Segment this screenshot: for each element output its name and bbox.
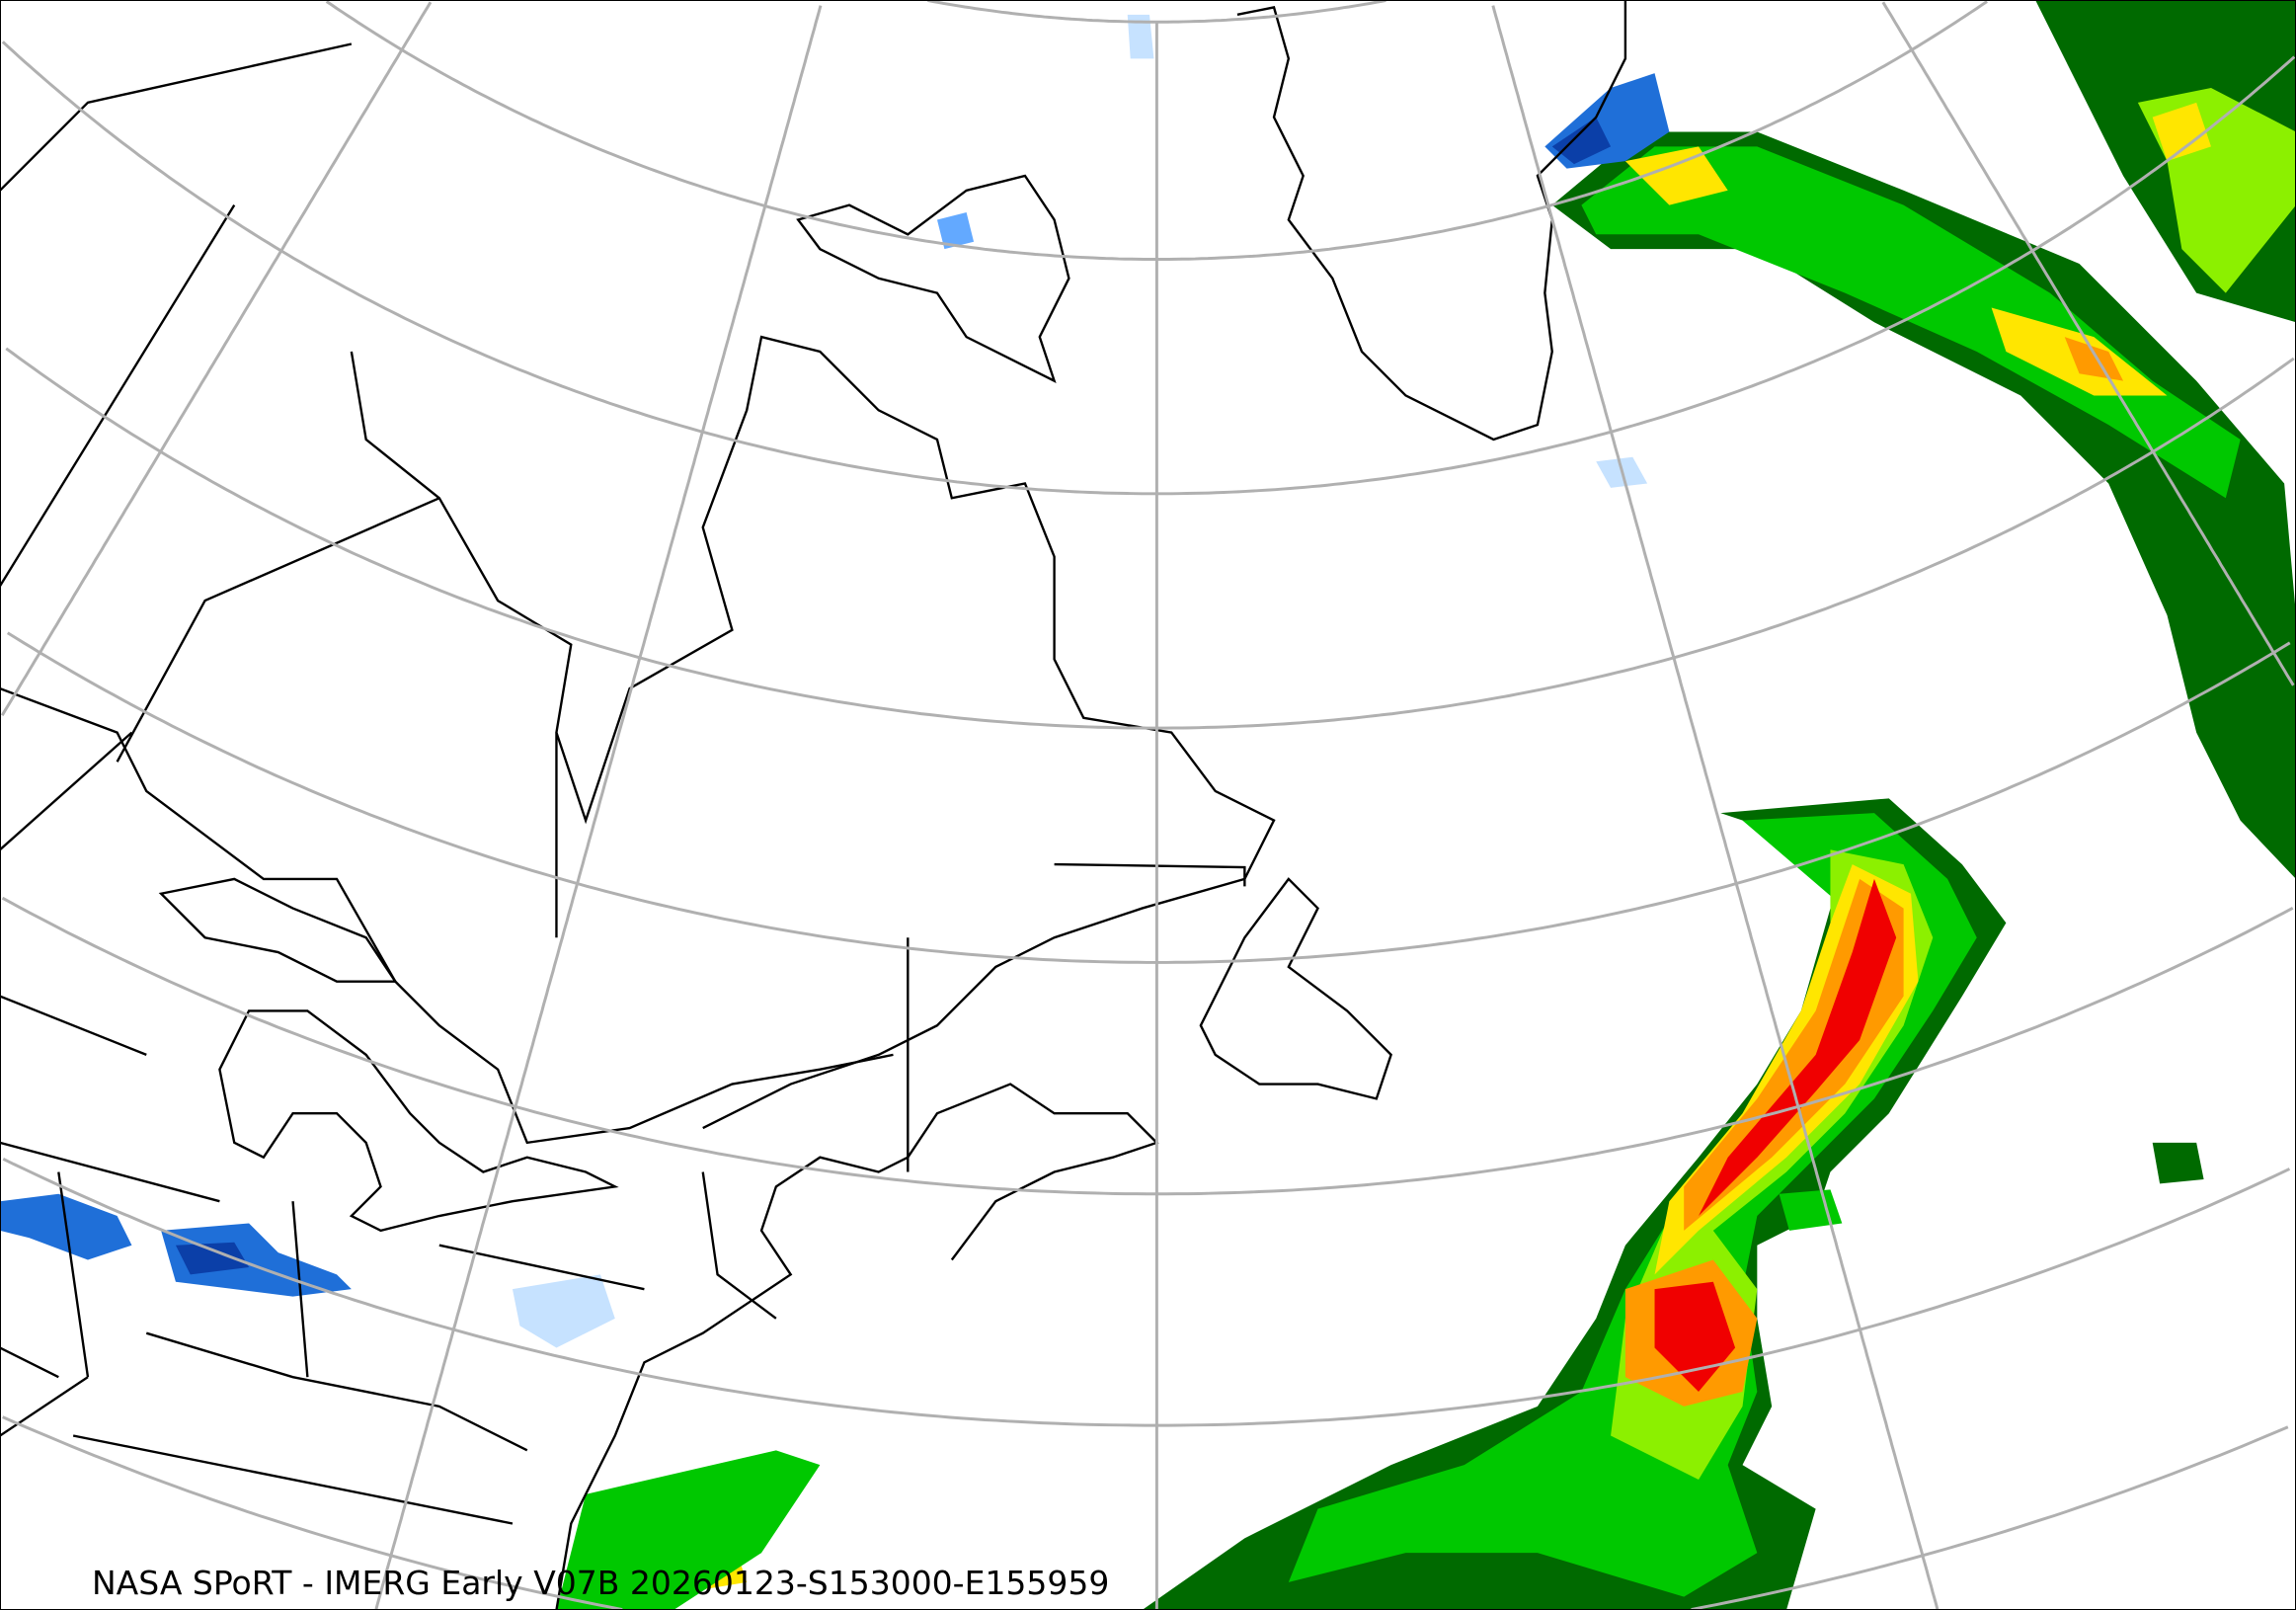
latitude-line <box>1 896 2294 1196</box>
border-canada-us <box>0 686 894 1145</box>
longitude-line <box>374 5 823 1610</box>
greenland-coast <box>1236 0 1627 442</box>
precip-area <box>1551 131 2296 879</box>
great-lakes-coast <box>218 1009 619 1233</box>
precip-area <box>2152 1142 2204 1184</box>
precip-area <box>1581 146 2241 499</box>
province-borders <box>0 42 910 1525</box>
precip-area <box>1779 1189 1843 1231</box>
latitude-line <box>2 1158 2291 1427</box>
precip-area <box>936 212 975 250</box>
latitude-line <box>1 40 2296 496</box>
maritimes-coast <box>555 1083 1159 1610</box>
longitude-line <box>0 1 433 716</box>
precip-area <box>2064 337 2124 381</box>
precip-area <box>175 1242 250 1275</box>
latitude-line <box>927 0 1386 24</box>
precip-area <box>1127 14 1154 59</box>
latitude-line <box>1691 1425 2289 1610</box>
precip-area <box>1699 878 1897 1217</box>
latitude-line <box>6 631 2291 964</box>
lake-superior-coast <box>158 877 398 983</box>
precip-area <box>2152 102 2211 162</box>
hudson-bay-coast <box>350 335 1276 1130</box>
latitude-line <box>2 1415 623 1610</box>
longitude-line <box>1491 5 1940 1610</box>
labrador-coast <box>1054 862 1246 887</box>
precip-area <box>556 1450 821 1610</box>
coastlines-borders <box>0 0 1627 1610</box>
precip-area <box>1551 117 1612 165</box>
baffin-island-coast <box>796 174 1070 383</box>
precip-area <box>161 1223 352 1297</box>
latitude-line <box>5 347 2295 730</box>
longitude-line <box>1881 1 2295 686</box>
map-caption: NASA SPoRT - IMERG Early V07B 20260123-S… <box>92 1564 1110 1602</box>
precip-area <box>1624 146 1728 205</box>
precip-area <box>512 1274 615 1348</box>
newfoundland-coast <box>1199 877 1392 1100</box>
